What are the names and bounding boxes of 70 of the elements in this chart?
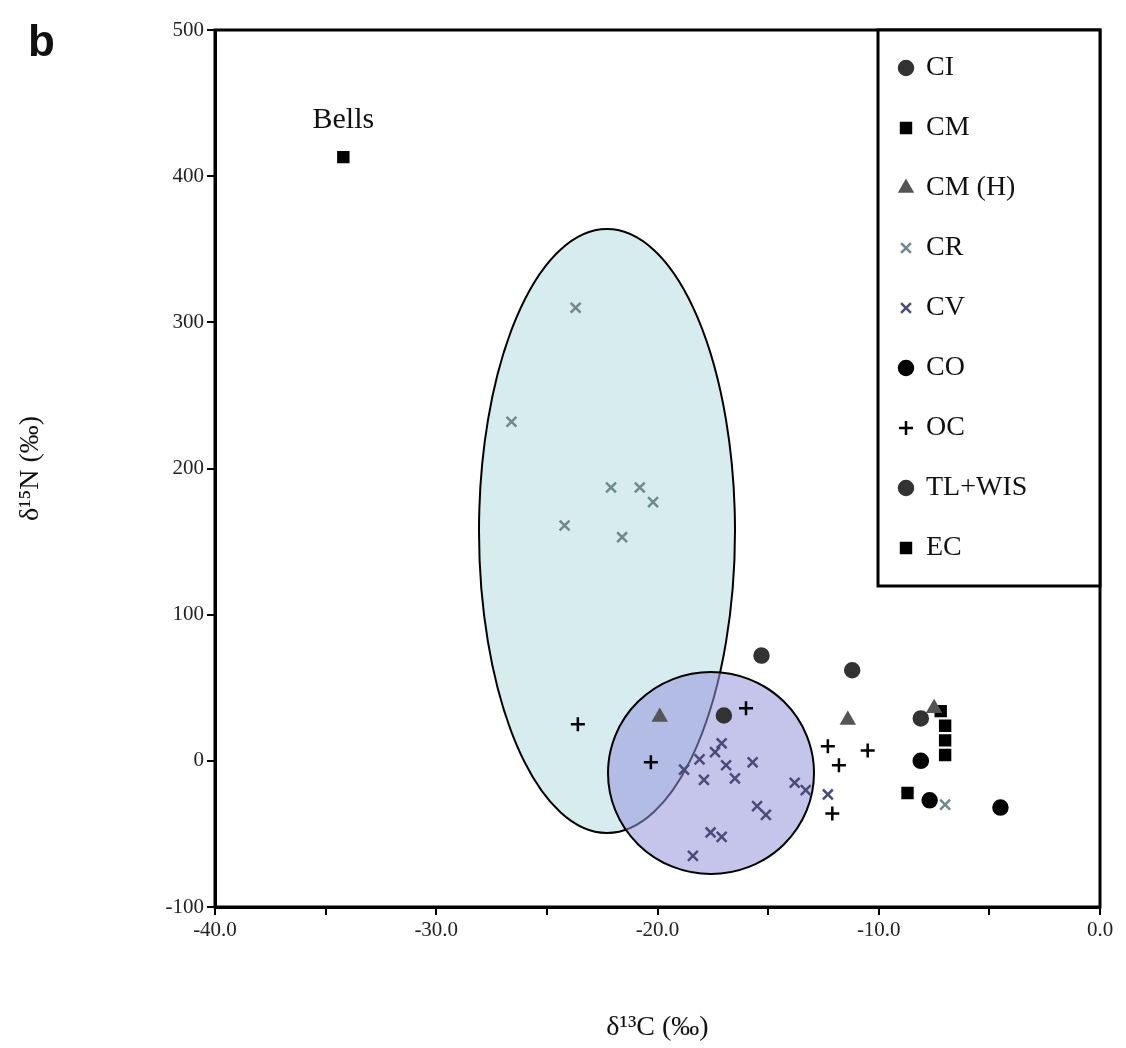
x-tick-label: -40.0 [193, 917, 237, 942]
point [604, 481, 618, 494]
point [824, 805, 841, 822]
point [840, 711, 856, 725]
legend-label: TL+WIS [926, 470, 1028, 502]
y-tick-label: 0 [193, 747, 204, 772]
annotation: Bells [312, 101, 375, 135]
point [938, 798, 952, 811]
point [750, 799, 764, 813]
point [753, 647, 770, 664]
point [693, 753, 706, 766]
point [677, 763, 691, 776]
point [646, 495, 660, 509]
y-tick-label: 200 [172, 455, 204, 480]
point [843, 661, 861, 679]
x-axis-title: δ¹³C (‰) [606, 1009, 709, 1041]
legend-label: CM (H) [926, 170, 1016, 202]
point [728, 772, 742, 785]
point [715, 707, 733, 724]
point [697, 773, 711, 787]
x-tick-label: 0.0 [1086, 917, 1114, 942]
point [901, 786, 914, 800]
point [819, 737, 837, 755]
point [788, 776, 801, 789]
legend-label: CM [926, 110, 970, 142]
chart-title: b [28, 16, 55, 66]
point [921, 792, 938, 809]
point [938, 734, 952, 747]
point [830, 756, 848, 774]
point [558, 519, 571, 532]
point [938, 748, 952, 762]
point [719, 759, 733, 772]
point [337, 150, 350, 164]
legend-label: CR [926, 230, 964, 262]
point [746, 756, 759, 769]
legend-label: EC [926, 530, 962, 562]
legend-label: CV [926, 290, 965, 322]
y-tick-label: 100 [172, 601, 204, 626]
y-tick-label: -100 [165, 893, 204, 918]
y-tick-label: 500 [172, 16, 204, 41]
point [569, 301, 582, 314]
legend-label: CO [926, 350, 965, 382]
point [642, 754, 660, 771]
point [652, 708, 668, 722]
y-axis-title: δ¹⁵N (‰) [13, 415, 45, 522]
point [633, 481, 646, 494]
point [859, 742, 876, 759]
point [715, 830, 728, 844]
x-tick-label: -30.0 [414, 917, 459, 942]
legend-label: CI [926, 50, 954, 82]
point [799, 783, 812, 797]
point [938, 719, 952, 732]
point [715, 737, 728, 750]
point [704, 826, 717, 839]
x-tick-label: -20.0 [635, 917, 680, 942]
point [737, 699, 755, 717]
point [615, 531, 629, 544]
point [912, 752, 930, 770]
point [505, 415, 518, 428]
x-tick-label: -10.0 [856, 917, 901, 942]
point [708, 745, 722, 759]
y-tick-label: 400 [172, 162, 204, 187]
y-tick-label: 300 [172, 308, 204, 333]
point [821, 788, 835, 801]
point [992, 799, 1009, 816]
legend-label: OC [926, 410, 965, 442]
point [759, 808, 773, 822]
point [569, 716, 587, 733]
point [912, 710, 930, 727]
point [686, 849, 700, 863]
